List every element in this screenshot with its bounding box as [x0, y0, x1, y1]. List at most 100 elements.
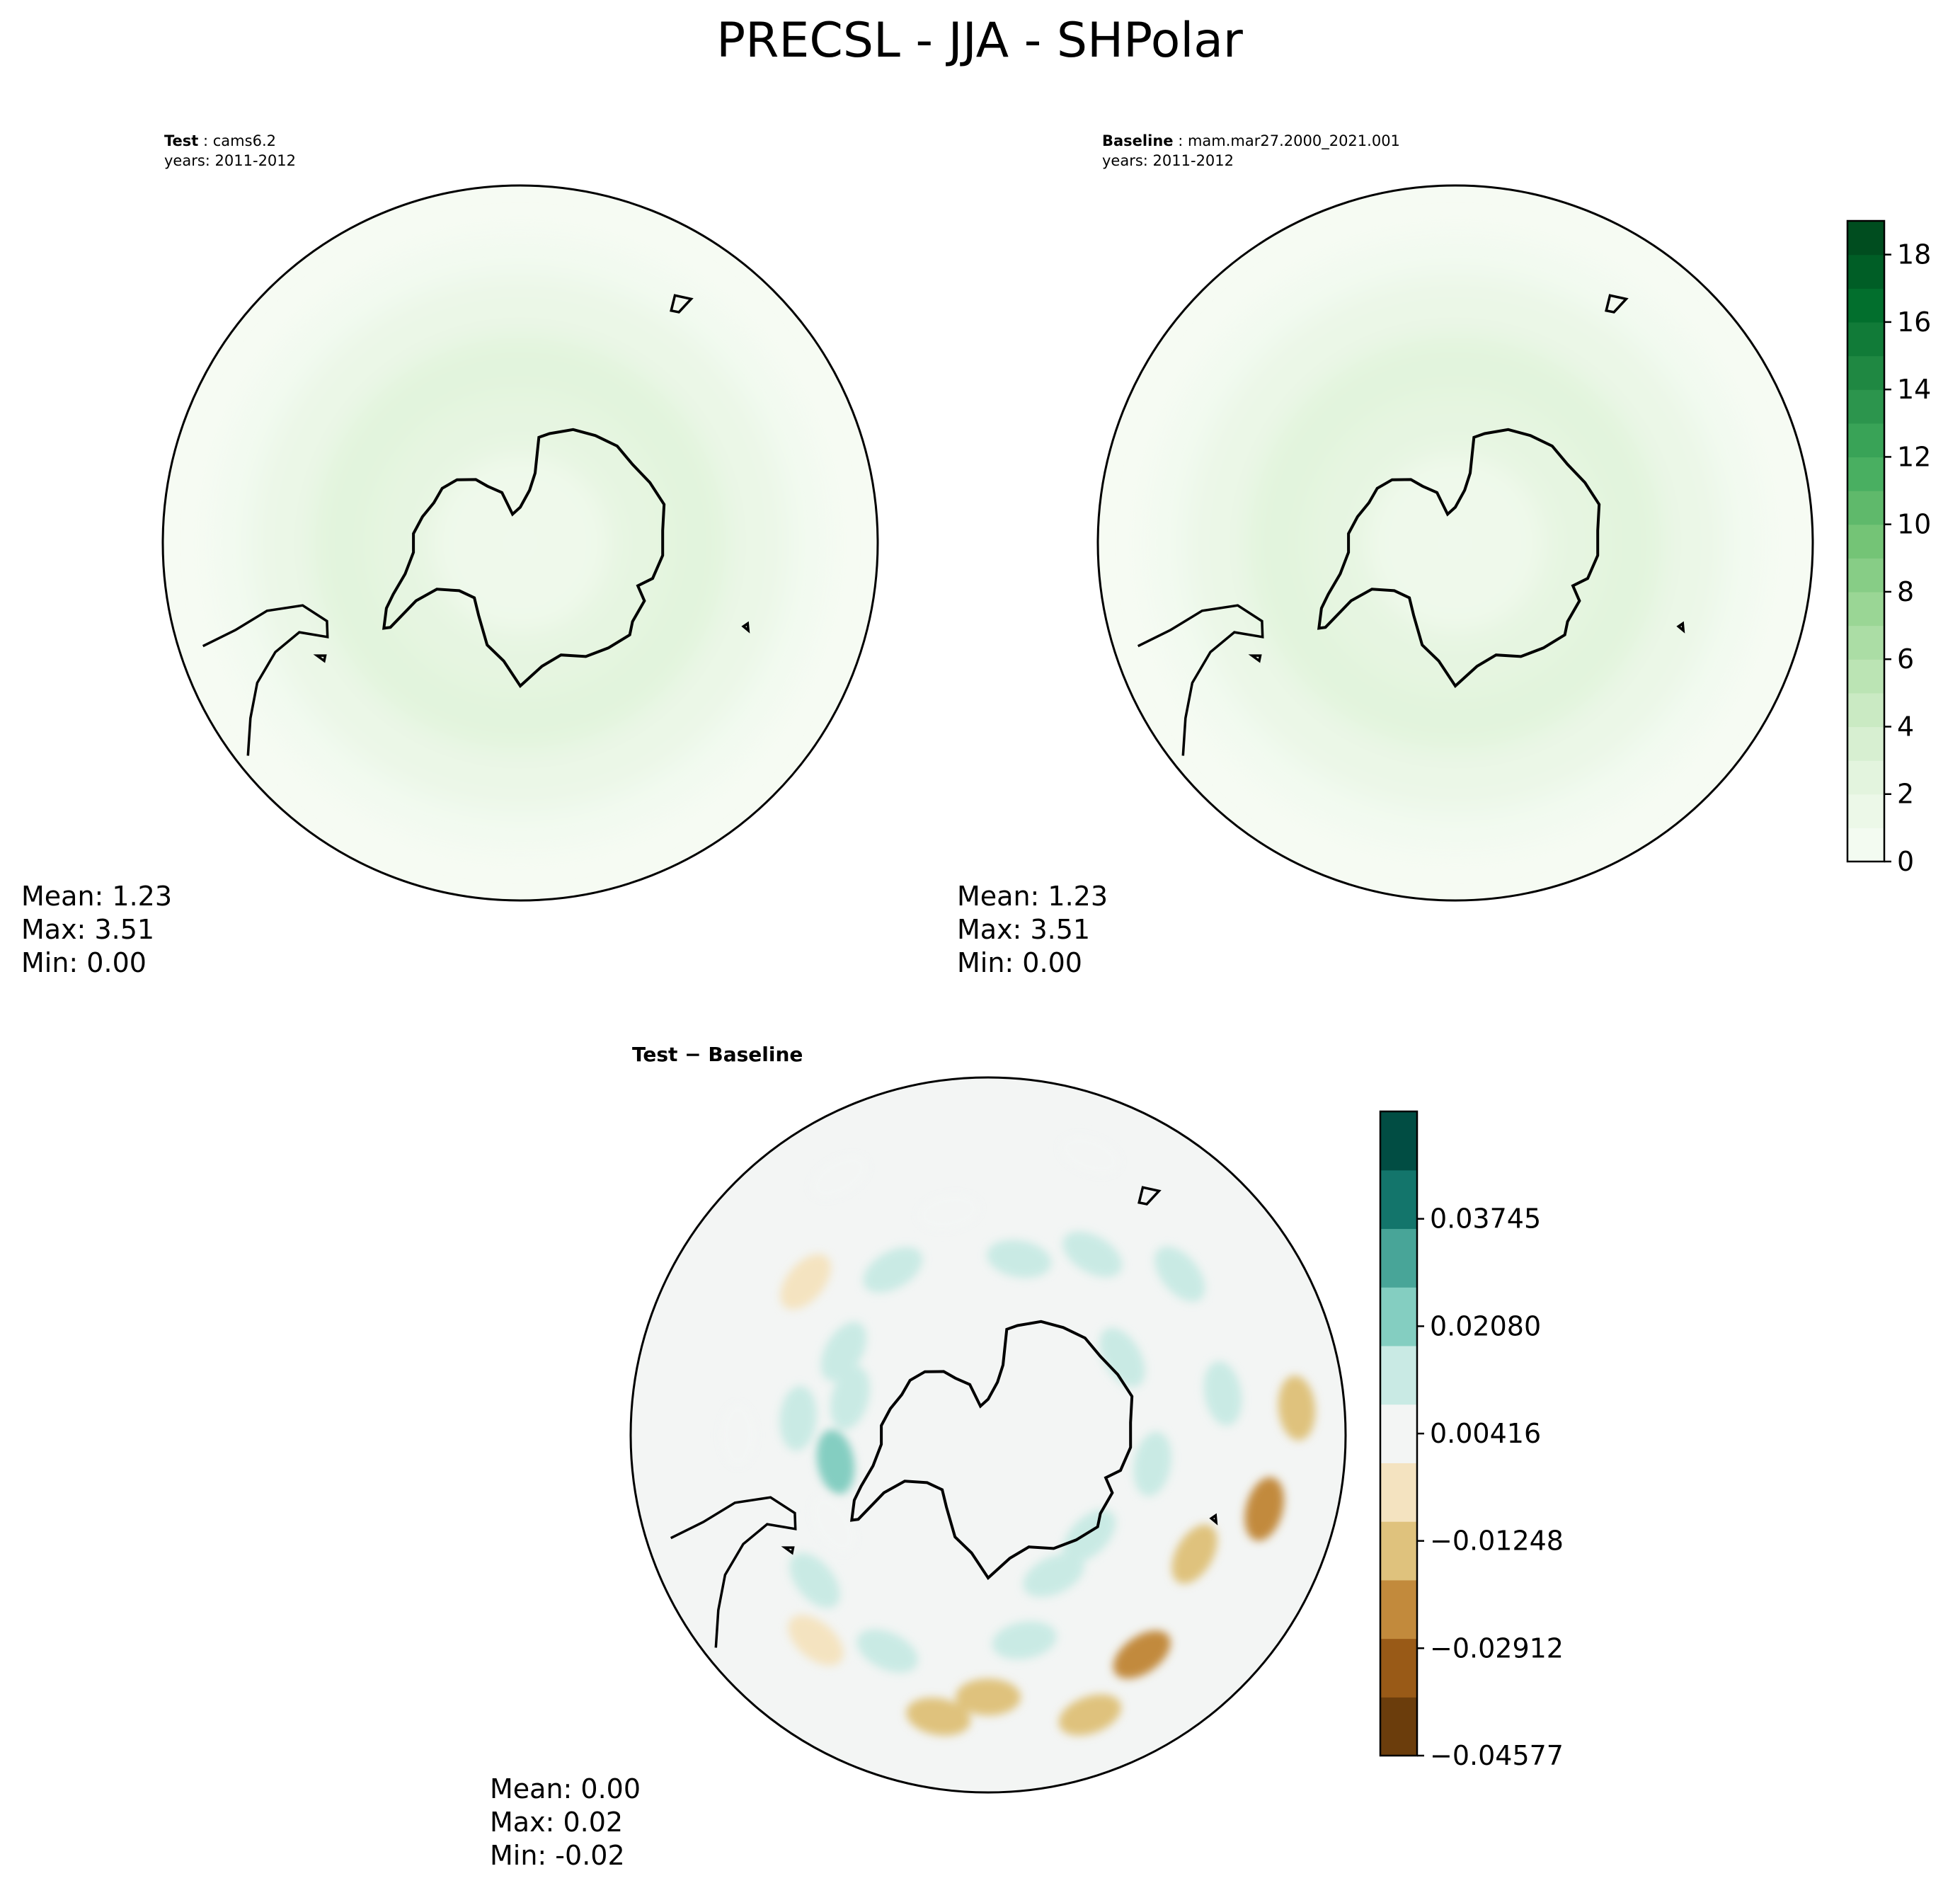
anomaly-patch: [1113, 1630, 1171, 1679]
baseline-label-sep: :: [1174, 132, 1188, 149]
test-coastlines: [202, 294, 750, 756]
anomaly-patch: [719, 1402, 757, 1468]
colorbar-tick-label: 14: [1897, 374, 1931, 405]
test-label-sep: :: [198, 132, 212, 149]
falklands-coastline: [313, 654, 327, 663]
colorbar-level: [1380, 1638, 1417, 1698]
south-america-coastline: [670, 1496, 797, 1648]
test-stat-mean: Mean: 1.23: [21, 881, 172, 912]
colorbar-tick-label: 10: [1897, 509, 1931, 540]
colorbar-tick-label: 0.02080: [1430, 1310, 1541, 1341]
colorbar-precip: 0 2 4 6 8 10 12 14 16 18: [1846, 219, 1931, 877]
difference-stat-mean: Mean: 0.00: [490, 1773, 641, 1804]
baseline-map-boundary: [1096, 184, 1814, 902]
test-label: Test: [164, 132, 198, 149]
baseline-stat-mean: Mean: 1.23: [957, 881, 1108, 912]
anomaly-patch: [1171, 1524, 1217, 1584]
colorbar-level: [1847, 591, 1884, 627]
colorbar-level: [1847, 828, 1884, 862]
difference-stat-min: Min: -0.02: [490, 1840, 625, 1871]
baseline-map-field: [1098, 185, 1813, 900]
anomaly-patch: [816, 1429, 855, 1494]
colorbar-tick-label: 16: [1897, 307, 1931, 338]
kerguelen-coastline: [1676, 621, 1685, 634]
difference-map-field: [631, 1077, 1346, 1792]
anomaly-patch: [780, 1254, 831, 1310]
baseline-header: Baseline : mam.mar27.2000_2021.001: [1102, 132, 1400, 150]
anomaly-patch: [1062, 1231, 1123, 1278]
colorbar-level: [1847, 288, 1884, 323]
baseline-field-rings: [1145, 233, 1765, 853]
colorbar-level: [1380, 1345, 1417, 1405]
antarctica-coastline: [849, 1320, 1134, 1581]
anomaly-patch: [856, 1629, 918, 1673]
south-america-coastline: [202, 604, 329, 756]
colorbar-level: [1847, 726, 1884, 761]
colorbar-level: [1380, 1287, 1417, 1346]
baseline-case-name: mam.mar27.2000_2021.001: [1188, 132, 1400, 150]
colorbar-tick-label: −0.02912: [1430, 1632, 1564, 1664]
baseline-stat-max: Max: 3.51: [957, 914, 1090, 945]
colorbar-level: [1847, 524, 1884, 559]
colorbar-level: [1847, 457, 1884, 491]
difference-map-boundary: [629, 1076, 1347, 1794]
anomaly-patch: [1023, 1553, 1084, 1597]
colorbar-level: [1847, 558, 1884, 593]
colorbar-tick-label: 2: [1897, 779, 1914, 810]
colorbar-tick-label: 0.03745: [1430, 1203, 1541, 1235]
baseline-label: Baseline: [1102, 132, 1174, 149]
colorbar-level: [1847, 423, 1884, 458]
colorbar-level: [1380, 1579, 1417, 1640]
test-stat-min: Min: 0.00: [21, 947, 147, 978]
colorbar-level: [1847, 254, 1884, 289]
south-america-coastline: [1137, 604, 1264, 756]
colorbar-level: [1847, 491, 1884, 525]
anomaly-patch: [779, 1385, 817, 1451]
anomaly-patch: [1133, 1431, 1171, 1497]
difference-anomalies: [719, 1134, 1316, 1736]
colorbar-difference: 0.03745 0.02080 0.00416 −0.01248 −0.02912 −0.…: [1379, 1110, 1564, 1771]
anomaly-patch: [916, 1193, 982, 1231]
kerguelen-coastline: [741, 621, 750, 634]
anomaly-patch: [1154, 1246, 1205, 1302]
kerguelen-coastline: [1209, 1513, 1218, 1526]
colorbar-tick-label: 4: [1897, 711, 1914, 742]
colorbar-level: [1380, 1697, 1417, 1756]
falklands-coastline: [781, 1546, 795, 1555]
difference-coastlines: [670, 1186, 1218, 1648]
colorbar-level: [1380, 1404, 1417, 1463]
colorbar-tick-label: −0.01248: [1430, 1526, 1564, 1557]
test-map-boundary: [161, 184, 879, 902]
anomaly-patch: [789, 1552, 840, 1608]
colorbar-level: [1380, 1169, 1417, 1230]
figure-title: PRECSL - JJA - SHPolar: [716, 13, 1243, 69]
colorbar-tick-label: 6: [1897, 643, 1914, 675]
colorbar-level: [1847, 389, 1884, 424]
colorbar-level: [1847, 321, 1884, 357]
antarctica-coastline: [1317, 428, 1601, 689]
colorbar-level: [1847, 355, 1884, 390]
anomaly-patch: [1244, 1477, 1284, 1541]
baseline-coastlines: [1137, 294, 1685, 756]
test-stat-max: Max: 3.51: [21, 914, 154, 945]
tasmania-coastline: [1137, 1186, 1162, 1206]
baseline-years: years: 2011-2012: [1102, 152, 1234, 169]
difference-stat-max: Max: 0.02: [490, 1807, 623, 1838]
field-ring: [1450, 537, 1461, 549]
colorbar-tick-label: 18: [1897, 239, 1931, 270]
anomaly-patch: [1099, 1327, 1145, 1388]
colorbar-level: [1847, 760, 1884, 795]
colorbar-level: [1847, 659, 1884, 694]
test-header: Test : cams6.2: [164, 132, 276, 149]
colorbar-level: [1380, 1111, 1417, 1171]
tasmania-coastline: [1605, 294, 1629, 314]
falklands-coastline: [1248, 654, 1262, 663]
baseline-stat-min: Min: 0.00: [957, 947, 1082, 978]
anomaly-patch: [1058, 1134, 1122, 1176]
anomaly-patch: [809, 1154, 869, 1200]
colorbar-level: [1847, 221, 1884, 256]
colorbar-tick-label: 12: [1897, 441, 1931, 472]
anomaly-patch: [992, 1621, 1057, 1659]
anomaly-patch: [863, 1247, 923, 1293]
